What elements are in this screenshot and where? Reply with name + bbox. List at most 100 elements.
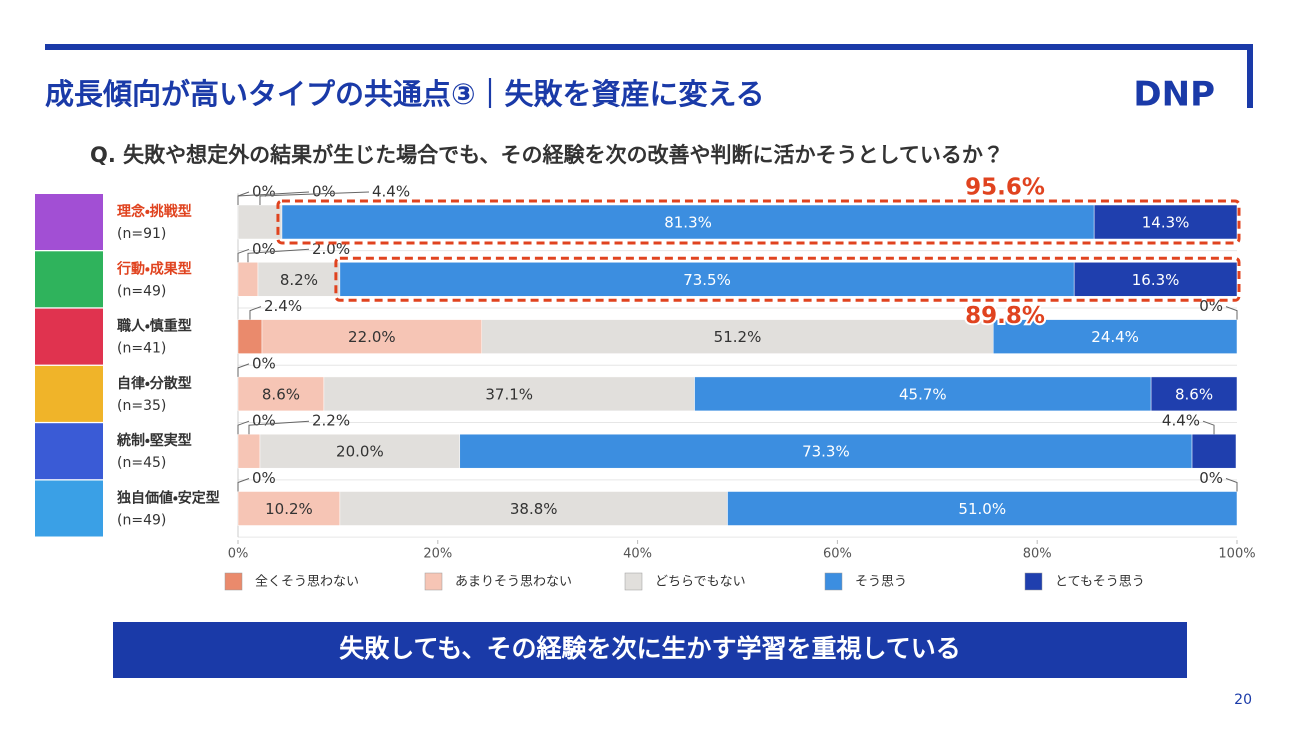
sample-size: (n=41) xyxy=(117,341,166,357)
x-tick-label: 0% xyxy=(228,547,249,562)
bar-segment xyxy=(259,433,461,469)
value-label: 10.2% xyxy=(265,500,313,518)
annotation-box xyxy=(334,256,1241,302)
value-label: 0% xyxy=(1199,469,1223,487)
category-icon xyxy=(35,251,103,308)
value-label: 22.0% xyxy=(348,328,396,346)
bar-segment xyxy=(1150,376,1238,412)
header-rule xyxy=(45,44,1253,108)
bar-segment xyxy=(237,262,259,297)
legend-swatch xyxy=(1024,572,1043,591)
bar-segment xyxy=(339,262,1075,297)
value-label: 24.4% xyxy=(1091,328,1139,346)
bar-segment xyxy=(992,319,1238,354)
value-label: 0% xyxy=(1199,297,1223,315)
annotation-box xyxy=(276,199,1241,245)
x-tick-label: 80% xyxy=(1023,547,1052,562)
value-label: 0% xyxy=(252,183,276,201)
bar-segment xyxy=(694,376,1152,412)
category-label: 統制・堅実型 xyxy=(116,432,192,449)
legend-label: そう思う xyxy=(855,575,907,590)
slide-title: 成長傾向が高いタイプの共通点③｜失敗を資産に変える xyxy=(45,77,765,111)
legend-swatch xyxy=(424,572,443,591)
legend-swatch xyxy=(224,572,243,591)
category-icon xyxy=(35,480,103,537)
value-label: 0% xyxy=(312,183,336,201)
value-label: 0% xyxy=(252,240,276,258)
x-tick-label: 20% xyxy=(423,547,452,562)
sample-size: (n=49) xyxy=(117,283,166,299)
value-label: 37.1% xyxy=(485,385,533,403)
bar-segment xyxy=(727,491,1238,526)
category-label: 自律・分散型 xyxy=(117,375,192,392)
legend-swatch xyxy=(824,572,843,591)
value-label: 2.4% xyxy=(264,297,302,315)
value-label: 45.7% xyxy=(899,385,947,403)
leader-line xyxy=(237,363,250,377)
bar-segment xyxy=(257,262,341,297)
value-label: 0% xyxy=(252,354,276,372)
value-label: 4.4% xyxy=(372,183,410,201)
sample-size: (n=91) xyxy=(117,226,166,242)
value-label: 73.5% xyxy=(683,271,731,289)
legend-label: とてもそう思う xyxy=(1055,575,1145,590)
value-label: 0% xyxy=(252,412,276,430)
bar-segment xyxy=(323,376,695,412)
value-label: 14.3% xyxy=(1142,214,1190,232)
chart-title: Q. 失敗や想定外の結果が生じた場合でも、その経験を次の改善や判断に活かそうとし… xyxy=(90,143,1004,167)
value-label: 20.0% xyxy=(336,443,384,461)
bar-segment xyxy=(237,319,263,354)
value-label: 8.6% xyxy=(1175,385,1213,403)
value-label: 16.3% xyxy=(1132,271,1180,289)
category-label: 理念・挑戦型 xyxy=(117,203,192,220)
x-tick-label: 100% xyxy=(1218,547,1255,562)
banner-text: 失敗しても、その経験を次に生かす学習を重視している xyxy=(339,634,961,663)
value-label: 2.2% xyxy=(312,412,350,430)
value-label: 38.8% xyxy=(510,500,558,518)
value-label: 73.3% xyxy=(802,443,850,461)
leader-line xyxy=(237,420,250,435)
bar-segment xyxy=(237,491,341,526)
value-label: 8.6% xyxy=(262,385,300,403)
bar-segment xyxy=(459,433,1193,469)
value-label: 51.0% xyxy=(958,500,1006,518)
page-number: 20 xyxy=(1234,692,1252,708)
leader-line xyxy=(1225,306,1238,320)
legend-label: 全くそう思わない xyxy=(255,575,359,590)
bar-segment xyxy=(1191,433,1237,469)
category-icon xyxy=(35,365,103,422)
x-tick-label: 40% xyxy=(623,547,652,562)
chart: 0% 20% 40% 60% 80% 100% 理念・挑戦型 (n=91) 行動・成果型 (n=4… xyxy=(35,173,1256,591)
bar-segment xyxy=(237,433,261,469)
leader-line xyxy=(248,420,310,435)
legend-label: あまりそう思わない xyxy=(455,575,572,590)
category-icon xyxy=(35,308,103,365)
annotation-label: 95.6% xyxy=(965,175,1045,201)
bar-segment xyxy=(1093,204,1238,240)
category-icon xyxy=(35,194,103,250)
banner xyxy=(113,622,1187,678)
leader-line xyxy=(1225,478,1238,492)
sample-size: (n=49) xyxy=(117,513,166,529)
bar-segment xyxy=(339,491,728,526)
value-label: 0% xyxy=(252,469,276,487)
leader-line xyxy=(237,191,250,205)
bar-segment xyxy=(261,319,483,354)
sample-size: (n=35) xyxy=(117,398,166,414)
leader-line xyxy=(237,478,250,492)
annotation-label: 89.8% xyxy=(965,303,1045,329)
category-label: 独自価値・安定型 xyxy=(117,490,220,507)
leader-line xyxy=(1202,420,1215,435)
category-label: 職人・慎重型 xyxy=(117,318,192,335)
bar-segment xyxy=(1073,262,1238,297)
leader-line xyxy=(247,248,310,263)
x-tick-label: 60% xyxy=(823,547,852,562)
leader-line xyxy=(249,306,262,320)
value-label: 51.2% xyxy=(714,328,762,346)
sample-size: (n=45) xyxy=(117,455,166,471)
bar-segment xyxy=(237,204,283,240)
category-icon xyxy=(35,423,103,480)
logo: DNP xyxy=(1133,75,1215,115)
bar-segment xyxy=(481,319,994,354)
